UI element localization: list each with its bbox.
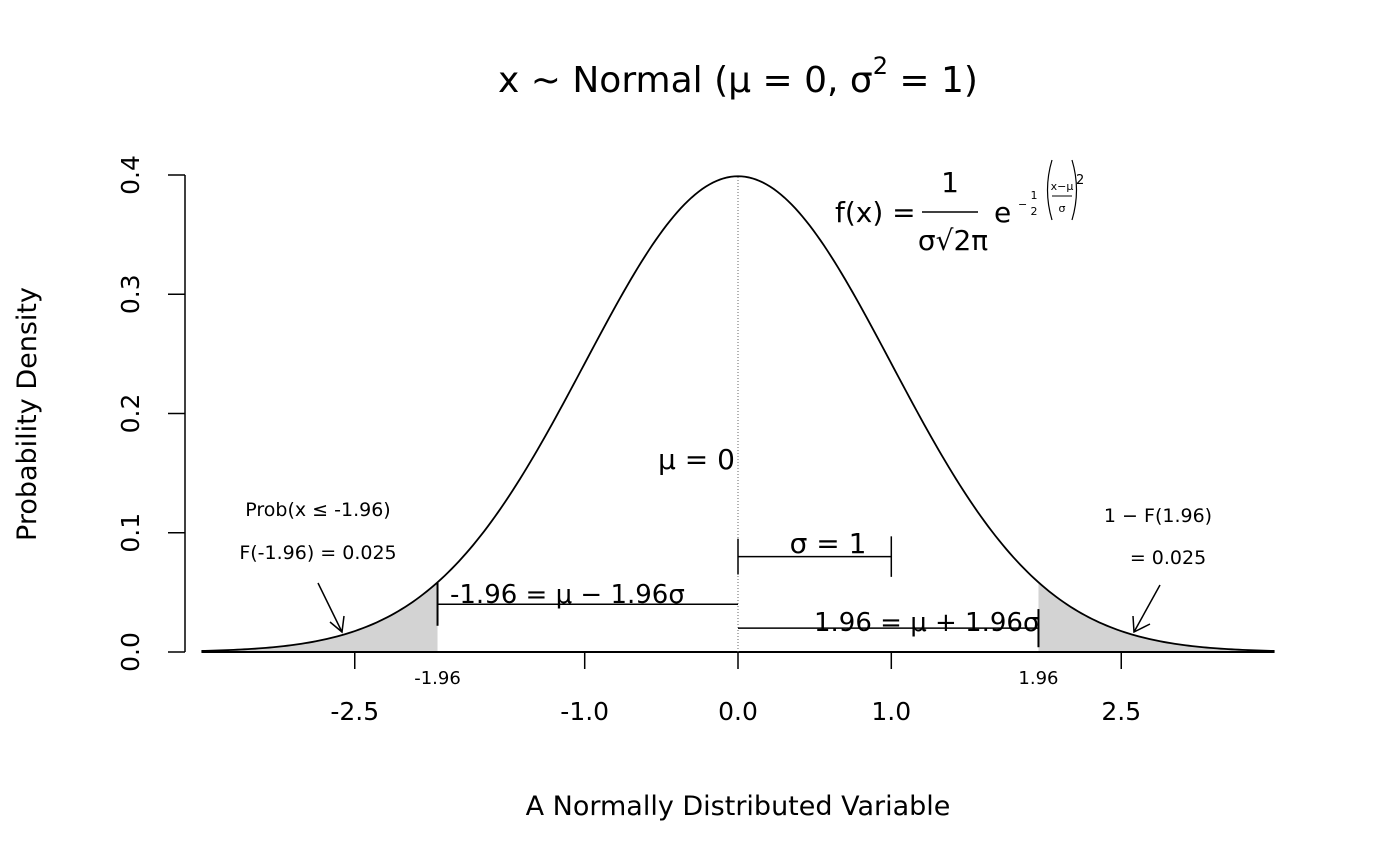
- x-tick-label: 0.0: [718, 697, 758, 726]
- density-curve: [201, 175, 1275, 652]
- formula-exp-coef-num: 1: [1031, 189, 1038, 202]
- shaded-tails: [201, 582, 1275, 652]
- formula-exp-minus: −: [1018, 198, 1027, 211]
- formula-exp-frac-den: σ: [1059, 202, 1066, 215]
- formula-right-paren: [1071, 159, 1078, 221]
- x-tick-label: -1.0: [560, 697, 609, 726]
- y-tick-label: 0.3: [116, 274, 145, 314]
- x-axis-title: A Normally Distributed Variable: [526, 791, 951, 822]
- y-tick-label: 0.1: [116, 513, 145, 553]
- right-tail-arrow-shaft: [1133, 584, 1161, 633]
- left-bracket-label: -1.96 = μ − 1.96σ: [450, 580, 685, 610]
- formula-exp-frac-num: x−μ: [1051, 180, 1074, 193]
- right-tail-arrow-head: [1132, 615, 1151, 634]
- formula-lhs: f(x) =: [835, 196, 916, 229]
- formula-exp-power: 2: [1076, 173, 1084, 188]
- x-tick-label: 2.5: [1101, 697, 1141, 726]
- y-tick-label: 0.4: [116, 155, 145, 195]
- y-axis-title: Probability Density: [12, 287, 43, 541]
- left-tail-arrow-head: [329, 615, 345, 634]
- left-tail-arrow-shaft: [317, 582, 343, 633]
- formula-denominator: σ√2π: [918, 224, 988, 257]
- density-formula: f(x) = 1 σ√2π e − 1 2 x−μ σ 2: [835, 159, 1084, 257]
- x-tick-label: 1.0: [871, 697, 911, 726]
- formula-left-paren: [1046, 159, 1053, 221]
- right-tail-label-1: 1 − F(1.96): [1104, 505, 1212, 527]
- left-tail-area: [201, 582, 438, 652]
- right-tail-label-2: = 0.025: [1130, 547, 1206, 569]
- formula-exp-coef-den: 2: [1031, 205, 1038, 218]
- x-tick-label: -2.5: [330, 697, 379, 726]
- annotations: σ = 1 -1.96 = μ − 1.96σ 1.96 = μ + 1.96σ μ …: [239, 443, 1212, 648]
- left-tail-label-2: F(-1.96) = 0.025: [239, 542, 396, 564]
- mu-label: μ = 0: [658, 443, 735, 476]
- formula-numerator: 1: [941, 166, 959, 199]
- y-tick-label: 0.0: [116, 632, 145, 672]
- x-small-tick-label: -1.96: [414, 668, 461, 689]
- chart-title: x ~ Normal (μ = 0, σ2 = 1): [498, 52, 978, 101]
- y-tick-label: 0.2: [116, 394, 145, 434]
- right-bracket-label: 1.96 = μ + 1.96σ: [814, 608, 1039, 638]
- formula-exp-base: e: [994, 196, 1011, 229]
- left-tail-label-1: Prob(x ≤ -1.96): [245, 499, 390, 521]
- right-tail-area: [1038, 582, 1275, 652]
- axes: -2.5 -1.0 0.0 1.0 2.5 -1.96 1.96 0.0 0.1 0.2 0.3 0.…: [116, 155, 1275, 726]
- sigma-label: σ = 1: [790, 527, 867, 560]
- x-small-tick-label: 1.96: [1018, 668, 1058, 689]
- density-curve-layer: [201, 175, 1275, 652]
